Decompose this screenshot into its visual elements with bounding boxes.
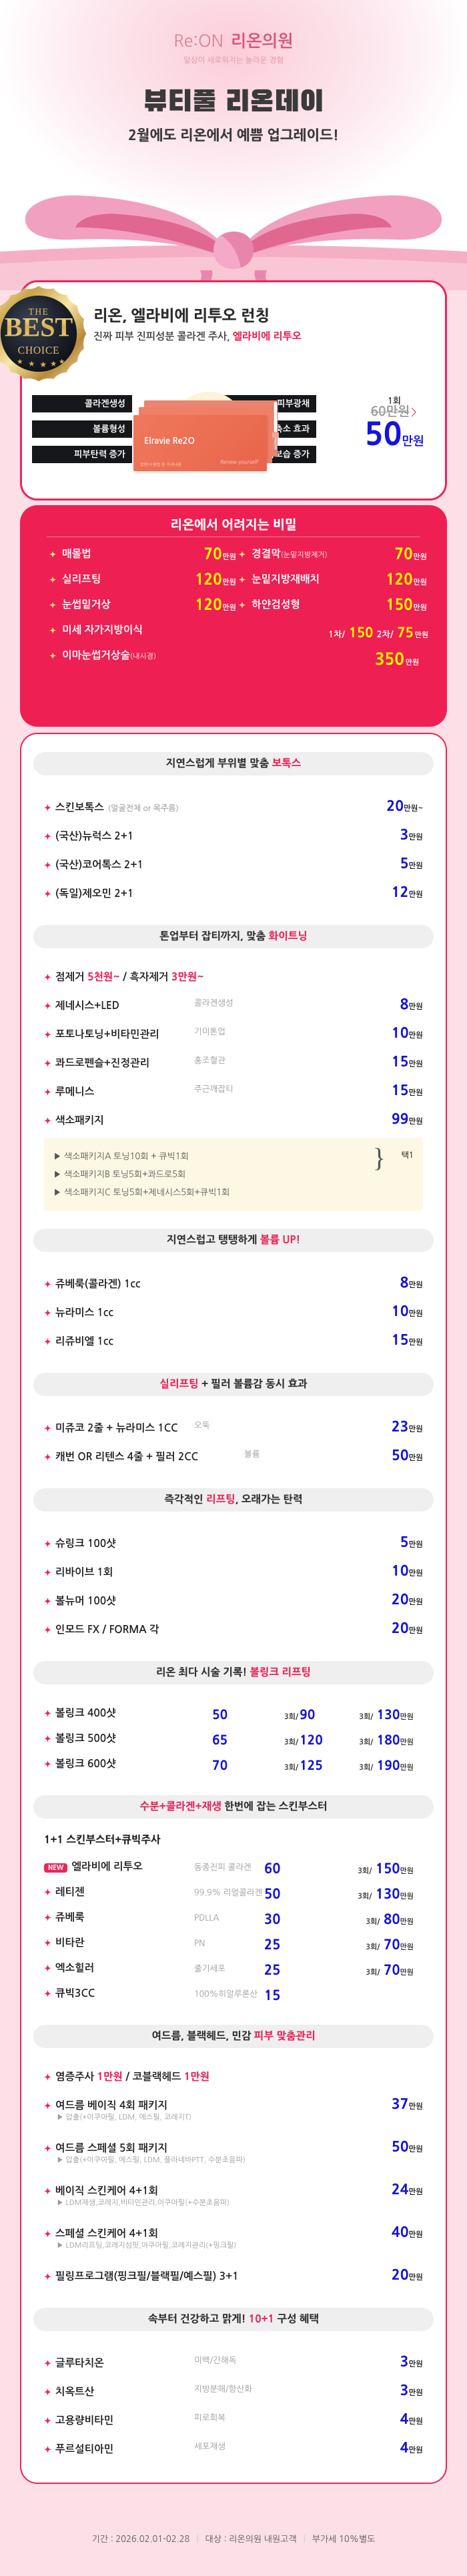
svg-text:BEST: BEST: [5, 312, 73, 342]
svg-text:★: ★: [50, 360, 57, 368]
svg-text:CHOICE: CHOICE: [18, 345, 60, 356]
svg-text:★: ★: [59, 358, 65, 365]
svg-text:★: ★: [28, 360, 35, 368]
svg-text:★: ★: [17, 358, 23, 365]
svg-text:★: ★: [39, 360, 47, 368]
